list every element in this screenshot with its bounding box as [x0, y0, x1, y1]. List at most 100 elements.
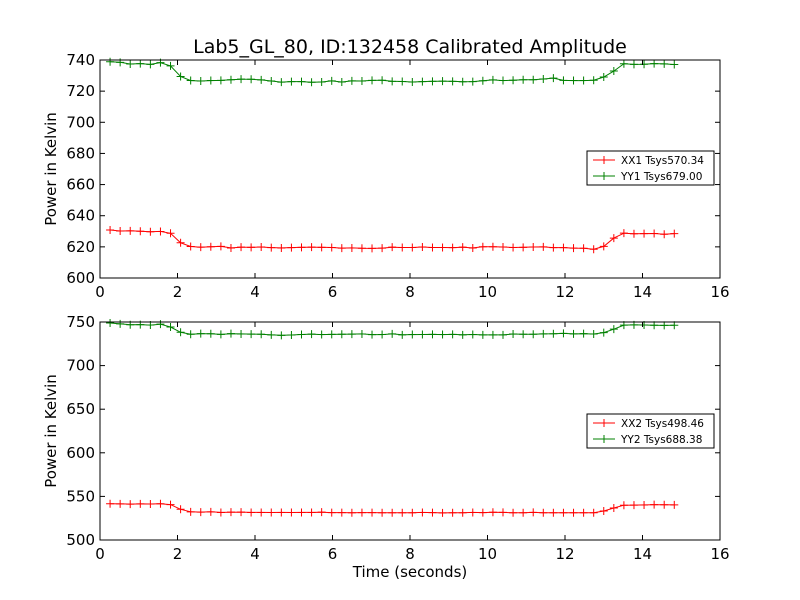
bottom-series-2-point: [589, 330, 598, 339]
bottom-legend-label: YY2 Tsys688.38: [620, 434, 702, 446]
top-series-1-point: [478, 242, 487, 251]
top-series-1-point: [378, 244, 387, 253]
bottom-y-tick-label: 500: [66, 531, 95, 549]
bottom-series-2-point: [670, 321, 679, 330]
top-legend-marker: [600, 156, 608, 164]
bottom-series-1-point: [670, 500, 679, 509]
bottom-series-2-point: [468, 330, 477, 339]
top-x-tick-label: 12: [555, 283, 574, 301]
bottom-series-2-point: [418, 330, 427, 339]
top-series-2-point: [398, 77, 407, 86]
bottom-x-tick-label: 8: [405, 545, 415, 563]
top-series-1-point: [226, 243, 235, 252]
top-series-2-point: [589, 76, 598, 85]
top-series-2-point: [206, 76, 215, 85]
top-y-tick-label: 720: [66, 82, 95, 100]
bottom-series-1-point: [226, 508, 235, 517]
top-series-2-point: [388, 77, 397, 86]
top-series-1-point: [408, 243, 417, 252]
bottom-series-1-point: [569, 508, 578, 517]
bottom-series-2-point: [458, 330, 467, 339]
top-series-2-point: [408, 77, 417, 86]
top-series-2-point: [448, 77, 457, 86]
bottom-series-1-point: [297, 508, 306, 517]
bottom-series-2-point: [609, 325, 618, 334]
top-series-1-point: [388, 243, 397, 252]
top-series-2-point: [468, 77, 477, 86]
bottom-x-tick-label: 16: [710, 545, 729, 563]
top-series-1-point: [116, 226, 125, 235]
bottom-y-tick-label: 750: [66, 313, 95, 331]
top-legend-label: XX1 Tsys570.34: [621, 155, 704, 167]
bottom-series-1-point: [488, 508, 497, 517]
top-x-tick-label: 16: [710, 283, 729, 301]
bottom-series-1-point: [408, 508, 417, 517]
top-series-1-point: [619, 229, 628, 238]
bottom-series-2-point: [428, 330, 437, 339]
bottom-series-2-point: [378, 330, 387, 339]
bottom-series-1-point: [418, 508, 427, 517]
top-series-1-point: [287, 243, 296, 252]
top-series-1-point: [206, 242, 215, 251]
top-series-1-point: [670, 229, 679, 238]
top-series-2-point: [619, 59, 628, 68]
bottom-series-1-point: [458, 508, 467, 517]
top-series-1-point: [428, 243, 437, 252]
top-series-2-point: [539, 74, 548, 83]
top-series-1-point: [357, 244, 366, 253]
top-series-1-point: [488, 242, 497, 251]
top-series-2-point: [378, 76, 387, 85]
top-series-2-point: [287, 77, 296, 86]
top-panel: 0 2 4 6 8 10 12 14 16 600 620 640 660 680 700 720 740 Po…: [42, 51, 730, 301]
bottom-y-axis-label: Power in Kelvin: [42, 374, 60, 488]
top-series-2-point: [650, 59, 659, 68]
top-series-2-point: [559, 76, 568, 85]
top-series-1-point: [549, 243, 558, 252]
bottom-series-2-point: [509, 330, 518, 339]
top-series-1-point: [317, 243, 326, 252]
top-series-1-point: [468, 243, 477, 252]
bottom-series-2-point: [247, 330, 256, 339]
bottom-series-2-point: [257, 330, 266, 339]
top-series-2-point: [216, 76, 225, 85]
top-series-2-point: [327, 76, 336, 85]
bottom-series-2-point: [448, 330, 457, 339]
top-series-1-point: [609, 234, 618, 243]
top-series-2-point: [519, 75, 528, 84]
bottom-series-1-point: [267, 508, 276, 517]
bottom-series-1-point: [589, 508, 598, 517]
top-series-1-point: [509, 243, 518, 252]
top-series-1-point: [106, 226, 115, 235]
bottom-series-2-point: [539, 329, 548, 338]
bottom-series-2-point: [226, 329, 235, 338]
top-series-1-point: [579, 244, 588, 253]
bottom-series-1-point: [398, 508, 407, 517]
top-series-1-point: [257, 243, 266, 252]
bottom-series-1-point: [468, 508, 477, 517]
bottom-series-1-point: [660, 500, 669, 509]
top-series-2-point: [247, 75, 256, 84]
bottom-series-1-point: [156, 499, 165, 508]
top-legend-box: [586, 150, 715, 186]
bottom-series-2-point: [438, 330, 447, 339]
bottom-series-2-point: [237, 329, 246, 338]
top-series-2-point: [509, 76, 518, 85]
top-series-2-point: [488, 75, 497, 84]
top-series-2-point: [136, 59, 145, 68]
top-series-1-point: [196, 243, 205, 252]
bottom-series-1-point: [640, 500, 649, 509]
bottom-series-1-point: [136, 499, 145, 508]
top-series-1-point: [438, 243, 447, 252]
top-series-2-point: [458, 77, 467, 86]
bottom-series-2-point: [186, 330, 195, 339]
bottom-series-2-point: [216, 330, 225, 339]
top-legend-label: YY1 Tsys679.00: [620, 171, 702, 183]
top-series-2-point: [267, 77, 276, 86]
bottom-legend-marker: [600, 419, 608, 427]
bottom-series-2-point: [317, 330, 326, 339]
bottom-series-1-point: [237, 508, 246, 517]
bottom-series-1-point: [247, 508, 256, 517]
top-series-1-point: [629, 229, 638, 238]
